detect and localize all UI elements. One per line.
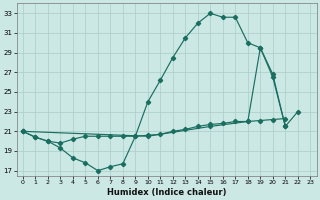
X-axis label: Humidex (Indice chaleur): Humidex (Indice chaleur) xyxy=(107,188,226,197)
